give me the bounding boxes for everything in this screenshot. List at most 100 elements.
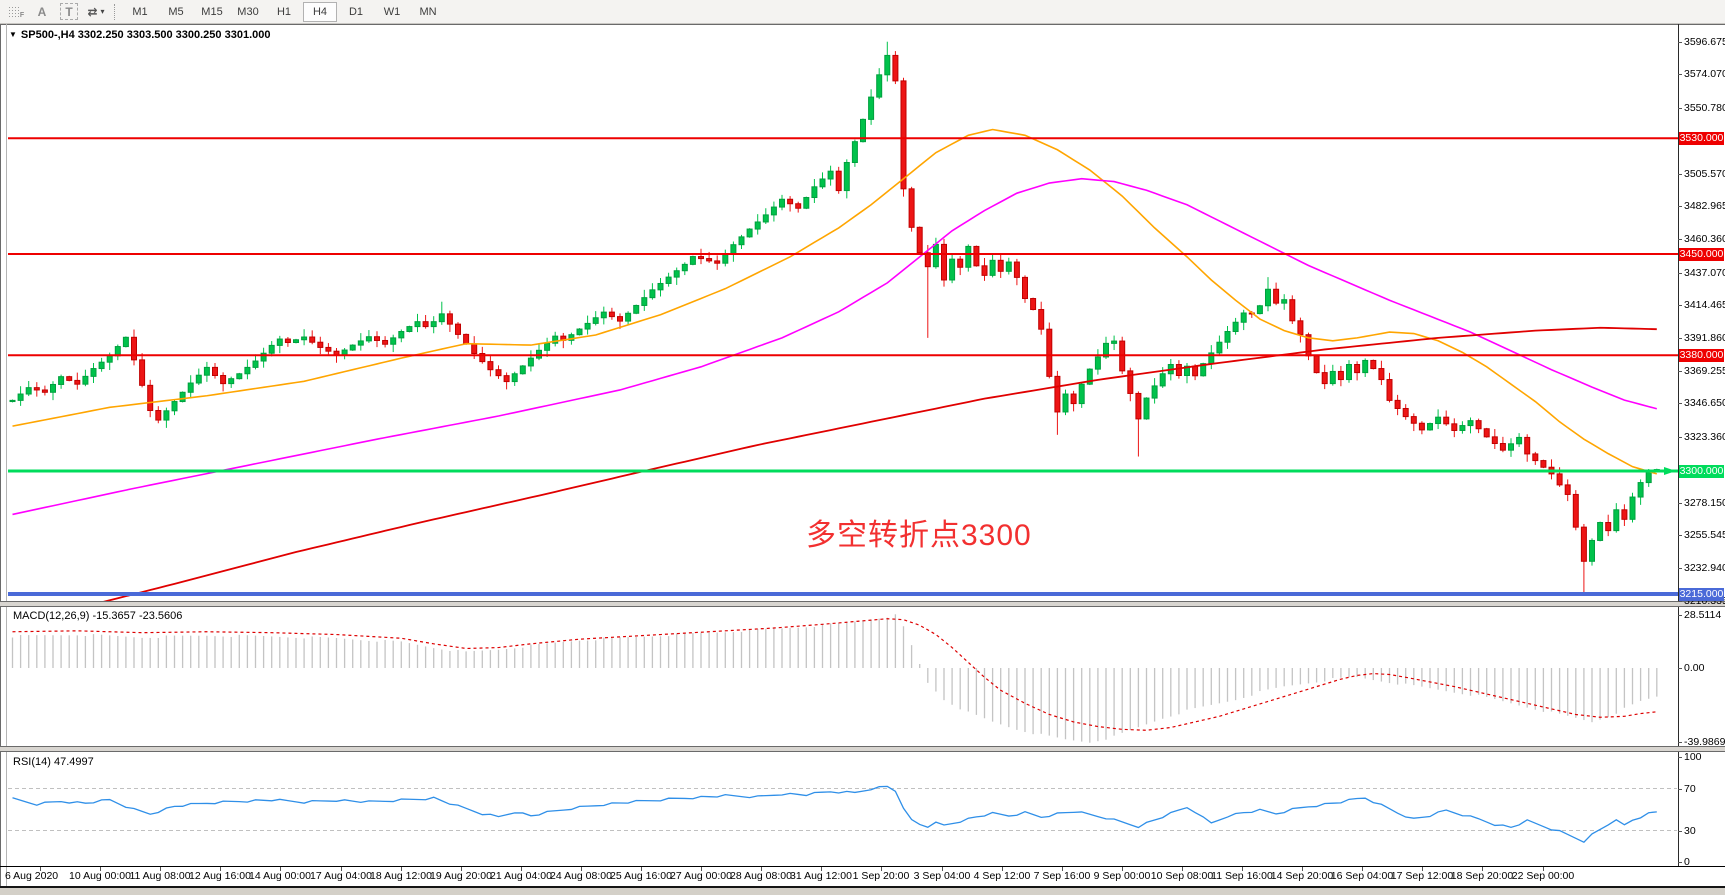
timeframe-m1-button[interactable]: M1: [132, 5, 148, 18]
rsi-panel-separator[interactable]: [0, 746, 1725, 752]
axis-tick-mark: [1678, 535, 1682, 536]
macd-tick-label: 0.00: [1684, 662, 1705, 674]
window-left-border: [0, 24, 1, 886]
candlestick: [1030, 298, 1037, 311]
toolbar-icon-group: F A T ⇄ ▾: [3, 2, 109, 22]
time-tick-mark: [1422, 867, 1423, 871]
time-axis-border: [0, 866, 1725, 867]
candlestick: [1013, 261, 1020, 278]
candlestick: [1524, 436, 1531, 455]
time-tick-mark: [461, 867, 462, 871]
rsi-tick-label: 100: [1684, 751, 1702, 763]
axis-tick-mark: [1678, 503, 1682, 504]
time-axis-label: 17 Aug 04:00: [310, 870, 372, 882]
candlestick: [973, 245, 980, 267]
candlestick: [673, 270, 680, 278]
candlestick: [1475, 420, 1482, 430]
candlestick: [746, 228, 753, 238]
candlestick: [795, 203, 802, 209]
candlestick: [252, 360, 259, 368]
text-label-button[interactable]: T: [60, 3, 78, 20]
timeframe-w1-button[interactable]: W1: [383, 5, 401, 18]
candlestick: [406, 326, 413, 333]
candlestick: [66, 376, 73, 381]
time-axis-label: 18 Aug 12:00: [370, 870, 432, 882]
candlestick: [1265, 288, 1271, 307]
axis-tick-mark: [1678, 615, 1682, 616]
candlestick: [989, 259, 996, 276]
time-tick-mark: [581, 867, 582, 871]
axis-tick-mark: [1678, 239, 1682, 240]
candlestick: [592, 317, 599, 324]
candlestick: [1597, 522, 1604, 541]
cursor-arrows-button[interactable]: ⇄ ▾: [84, 2, 108, 22]
time-axis-label: 11 Sep 16:00: [1211, 870, 1273, 882]
candlestick: [390, 337, 397, 345]
candlestick: [398, 331, 405, 339]
time-axis-label: 12 Aug 16:00: [189, 870, 251, 882]
time-axis-label: 9 Sep 00:00: [1093, 870, 1151, 882]
candlestick: [349, 344, 356, 351]
candlestick: [220, 374, 227, 385]
candlestick: [284, 338, 291, 344]
timeframe-m5-button[interactable]: M5: [168, 5, 184, 18]
candlestick: [479, 353, 486, 363]
candlestick: [884, 54, 891, 76]
axis-tick-mark: [1678, 371, 1682, 372]
axis-tick-mark: [1678, 568, 1682, 569]
candlestick: [1516, 436, 1523, 445]
timeframe-h4-button[interactable]: H4: [303, 1, 337, 22]
candlestick: [1337, 370, 1344, 381]
macd-pane[interactable]: [0, 608, 1725, 746]
price-chart-pane[interactable]: [0, 26, 1725, 610]
candlestick: [941, 243, 947, 281]
candlestick: [1491, 436, 1498, 445]
chart-title: ▼ SP500-,H4 3302.250 3303.500 3300.250 33…: [9, 29, 270, 41]
rsi-tick-label: 70: [1684, 783, 1696, 795]
candlestick: [268, 344, 275, 354]
timeframe-d1-button[interactable]: D1: [348, 5, 364, 18]
timeframe-m30-button[interactable]: M30: [237, 5, 259, 18]
price-tick-label: 3391.860: [1684, 332, 1725, 344]
candlestick: [876, 74, 883, 98]
candlestick: [236, 373, 243, 380]
candlestick: [1459, 425, 1466, 431]
candlestick: [787, 198, 794, 205]
timeframe-h1-button[interactable]: H1: [276, 5, 292, 18]
candlestick: [50, 383, 56, 393]
candlestick: [106, 355, 113, 363]
time-axis-label: 19 Aug 20:00: [430, 870, 492, 882]
indicators-grid-button[interactable]: F: [4, 2, 28, 22]
rsi-pane[interactable]: [0, 753, 1725, 866]
candlestick: [900, 80, 907, 190]
candlestick: [1022, 276, 1028, 300]
time-tick-mark: [1002, 867, 1003, 871]
candlestick: [503, 375, 510, 383]
candlestick: [649, 289, 656, 299]
time-axis-label: 21 Aug 04:00: [490, 870, 552, 882]
candlestick: [244, 366, 251, 375]
grid-dots-icon: [7, 6, 21, 17]
candlestick: [1070, 393, 1077, 405]
candlestick: [584, 322, 591, 330]
candlestick: [997, 259, 1004, 272]
timeframe-m15-button[interactable]: M15: [201, 5, 223, 18]
candlestick: [1410, 416, 1417, 424]
price-tick-label: 3460.360: [1684, 233, 1725, 245]
collapse-arrow-icon[interactable]: ▼: [9, 30, 17, 39]
timeframe-mn-button[interactable]: MN: [419, 5, 437, 18]
macd-panel-separator[interactable]: [0, 601, 1725, 607]
ma-fast-orange: [12, 128, 1658, 475]
candlestick: [1589, 539, 1595, 562]
plot-left-border: [6, 24, 7, 886]
candlestick: [1078, 383, 1085, 405]
candlestick: [293, 339, 299, 344]
candlestick: [1135, 392, 1142, 420]
candlestick: [1386, 379, 1393, 401]
candlestick: [147, 384, 154, 412]
font-button[interactable]: A: [37, 4, 47, 19]
candlestick: [98, 361, 105, 370]
candlestick: [1613, 509, 1620, 532]
candlestick: [1103, 342, 1109, 358]
